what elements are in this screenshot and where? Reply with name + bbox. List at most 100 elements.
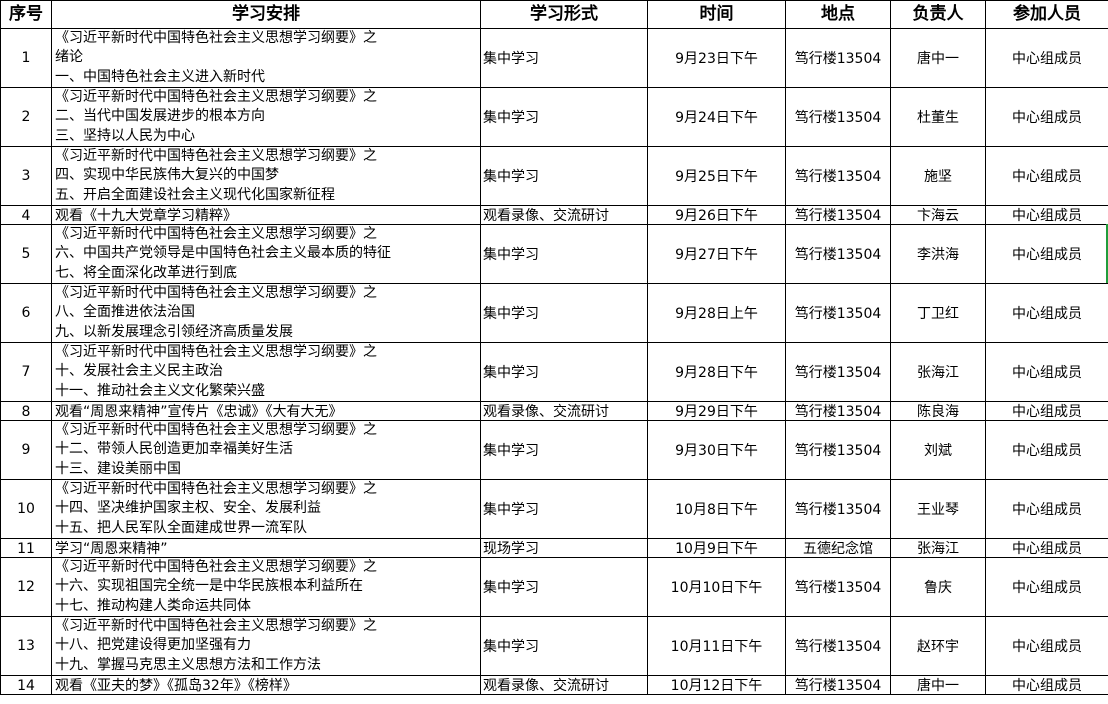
cell-form[interactable]: 集中学习: [480, 87, 648, 147]
cell-lead[interactable]: 赵环宇: [890, 616, 986, 676]
header-topic[interactable]: 学习安排: [51, 0, 481, 29]
cell-place[interactable]: 笃行楼13504: [785, 675, 891, 695]
cell-form[interactable]: 集中学习: [480, 28, 648, 88]
cell-place[interactable]: 笃行楼13504: [785, 401, 891, 421]
cell-place[interactable]: 笃行楼13504: [785, 616, 891, 676]
cell-lead[interactable]: 卞海云: [890, 205, 986, 225]
cell-attendees[interactable]: 中心组成员: [985, 87, 1108, 147]
cell-form[interactable]: 集中学习: [480, 283, 648, 343]
cell-attendees[interactable]: 中心组成员: [985, 28, 1108, 88]
cell-time[interactable]: 10月8日下午: [647, 479, 786, 539]
cell-attendees[interactable]: 中心组成员: [985, 146, 1108, 206]
cell-form[interactable]: 观看录像、交流研讨: [480, 205, 648, 225]
header-form[interactable]: 学习形式: [480, 0, 648, 29]
cell-time[interactable]: 9月25日下午: [647, 146, 786, 206]
cell-time[interactable]: 9月29日下午: [647, 401, 786, 421]
cell-no[interactable]: 9: [0, 420, 52, 480]
cell-place[interactable]: 笃行楼13504: [785, 557, 891, 617]
cell-lead[interactable]: 刘斌: [890, 420, 986, 480]
cell-form[interactable]: 集中学习: [480, 420, 648, 480]
cell-lead[interactable]: 鲁庆: [890, 557, 986, 617]
cell-form[interactable]: 观看录像、交流研讨: [480, 401, 648, 421]
cell-place[interactable]: 笃行楼13504: [785, 87, 891, 147]
cell-no[interactable]: 4: [0, 205, 52, 225]
cell-form[interactable]: 观看录像、交流研讨: [480, 675, 648, 695]
cell-form[interactable]: 集中学习: [480, 224, 648, 284]
cell-place[interactable]: 笃行楼13504: [785, 479, 891, 539]
cell-place[interactable]: 笃行楼13504: [785, 205, 891, 225]
cell-time[interactable]: 9月30日下午: [647, 420, 786, 480]
cell-lead[interactable]: 丁卫红: [890, 283, 986, 343]
cell-no[interactable]: 3: [0, 146, 52, 206]
cell-time[interactable]: 10月10日下午: [647, 557, 786, 617]
cell-place[interactable]: 笃行楼13504: [785, 224, 891, 284]
header-attendees[interactable]: 参加人员: [985, 0, 1108, 29]
cell-form[interactable]: 集中学习: [480, 557, 648, 617]
cell-attendees[interactable]: 中心组成员: [985, 557, 1108, 617]
cell-no[interactable]: 2: [0, 87, 52, 147]
cell-attendees[interactable]: 中心组成员: [985, 283, 1108, 343]
cell-topic[interactable]: 观看《亚夫的梦》《孤岛32年》《榜样》: [51, 675, 481, 695]
cell-topic[interactable]: 《习近平新时代中国特色社会主义思想学习纲要》之 十八、把党建设得更加坚强有力 十九、…: [51, 616, 481, 676]
cell-lead[interactable]: 唐中一: [890, 675, 986, 695]
cell-attendees[interactable]: 中心组成员: [985, 479, 1108, 539]
cell-no[interactable]: 13: [0, 616, 52, 676]
cell-topic[interactable]: 《习近平新时代中国特色社会主义思想学习纲要》之 八、全面推进依法治国 九、以新发展理…: [51, 283, 481, 343]
cell-lead[interactable]: 张海江: [890, 342, 986, 402]
header-no[interactable]: 序号: [0, 0, 52, 29]
cell-topic[interactable]: 观看《十九大党章学习精粹》: [51, 205, 481, 225]
cell-place[interactable]: 五德纪念馆: [785, 538, 891, 558]
cell-lead[interactable]: 陈良海: [890, 401, 986, 421]
cell-no[interactable]: 12: [0, 557, 52, 617]
cell-lead[interactable]: 唐中一: [890, 28, 986, 88]
cell-time[interactable]: 10月11日下午: [647, 616, 786, 676]
cell-lead[interactable]: 张海江: [890, 538, 986, 558]
cell-form[interactable]: 集中学习: [480, 479, 648, 539]
cell-attendees[interactable]: 中心组成员: [985, 420, 1108, 480]
cell-time[interactable]: 9月27日下午: [647, 224, 786, 284]
cell-topic[interactable]: 《习近平新时代中国特色社会主义思想学习纲要》之 十六、实现祖国完全统一是中华民族根…: [51, 557, 481, 617]
header-lead[interactable]: 负责人: [890, 0, 986, 29]
cell-no[interactable]: 11: [0, 538, 52, 558]
cell-no[interactable]: 14: [0, 675, 52, 695]
cell-lead[interactable]: 王业琴: [890, 479, 986, 539]
cell-place[interactable]: 笃行楼13504: [785, 420, 891, 480]
cell-topic[interactable]: 《习近平新时代中国特色社会主义思想学习纲要》之 六、中国共产党领导是中国特色社会主…: [51, 224, 481, 284]
cell-form[interactable]: 集中学习: [480, 146, 648, 206]
cell-topic[interactable]: 《习近平新时代中国特色社会主义思想学习纲要》之 四、实现中华民族伟大复兴的中国梦五…: [51, 146, 481, 206]
cell-form[interactable]: 现场学习: [480, 538, 648, 558]
cell-attendees[interactable]: 中心组成员: [985, 205, 1108, 225]
cell-time[interactable]: 9月23日下午: [647, 28, 786, 88]
cell-topic[interactable]: 《习近平新时代中国特色社会主义思想学习纲要》之 十、发展社会主义民主政治 十一、推动…: [51, 342, 481, 402]
cell-topic[interactable]: 学习“周恩来精神”: [51, 538, 481, 558]
cell-no[interactable]: 1: [0, 28, 52, 88]
cell-lead[interactable]: 李洪海: [890, 224, 986, 284]
cell-attendees[interactable]: 中心组成员: [985, 224, 1108, 284]
cell-place[interactable]: 笃行楼13504: [785, 28, 891, 88]
cell-attendees[interactable]: 中心组成员: [985, 538, 1108, 558]
cell-topic[interactable]: 观看“周恩来精神”宣传片《忠诚》《大有大无》: [51, 401, 481, 421]
cell-lead[interactable]: 施坚: [890, 146, 986, 206]
cell-topic[interactable]: 《习近平新时代中国特色社会主义思想学习纲要》之 十四、坚决维护国家主权、安全、发展…: [51, 479, 481, 539]
cell-time[interactable]: 10月9日下午: [647, 538, 786, 558]
cell-place[interactable]: 笃行楼13504: [785, 342, 891, 402]
cell-form[interactable]: 集中学习: [480, 342, 648, 402]
header-place[interactable]: 地点: [785, 0, 891, 29]
cell-attendees[interactable]: 中心组成员: [985, 401, 1108, 421]
cell-time[interactable]: 9月26日下午: [647, 205, 786, 225]
cell-lead[interactable]: 杜董生: [890, 87, 986, 147]
cell-form[interactable]: 集中学习: [480, 616, 648, 676]
cell-time[interactable]: 9月28日上午: [647, 283, 786, 343]
cell-time[interactable]: 10月12日下午: [647, 675, 786, 695]
cell-no[interactable]: 6: [0, 283, 52, 343]
cell-place[interactable]: 笃行楼13504: [785, 146, 891, 206]
cell-topic[interactable]: 《习近平新时代中国特色社会主义思想学习纲要》之 十二、带领人民创造更加幸福美好生活…: [51, 420, 481, 480]
cell-no[interactable]: 7: [0, 342, 52, 402]
cell-no[interactable]: 10: [0, 479, 52, 539]
cell-no[interactable]: 5: [0, 224, 52, 284]
cell-topic[interactable]: 《习近平新时代中国特色社会主义思想学习纲要》之 绪论 一、中国特色社会主义进入新时代: [51, 28, 481, 88]
cell-time[interactable]: 9月28日下午: [647, 342, 786, 402]
header-time[interactable]: 时间: [647, 0, 786, 29]
cell-time[interactable]: 9月24日下午: [647, 87, 786, 147]
cell-attendees[interactable]: 中心组成员: [985, 675, 1108, 695]
